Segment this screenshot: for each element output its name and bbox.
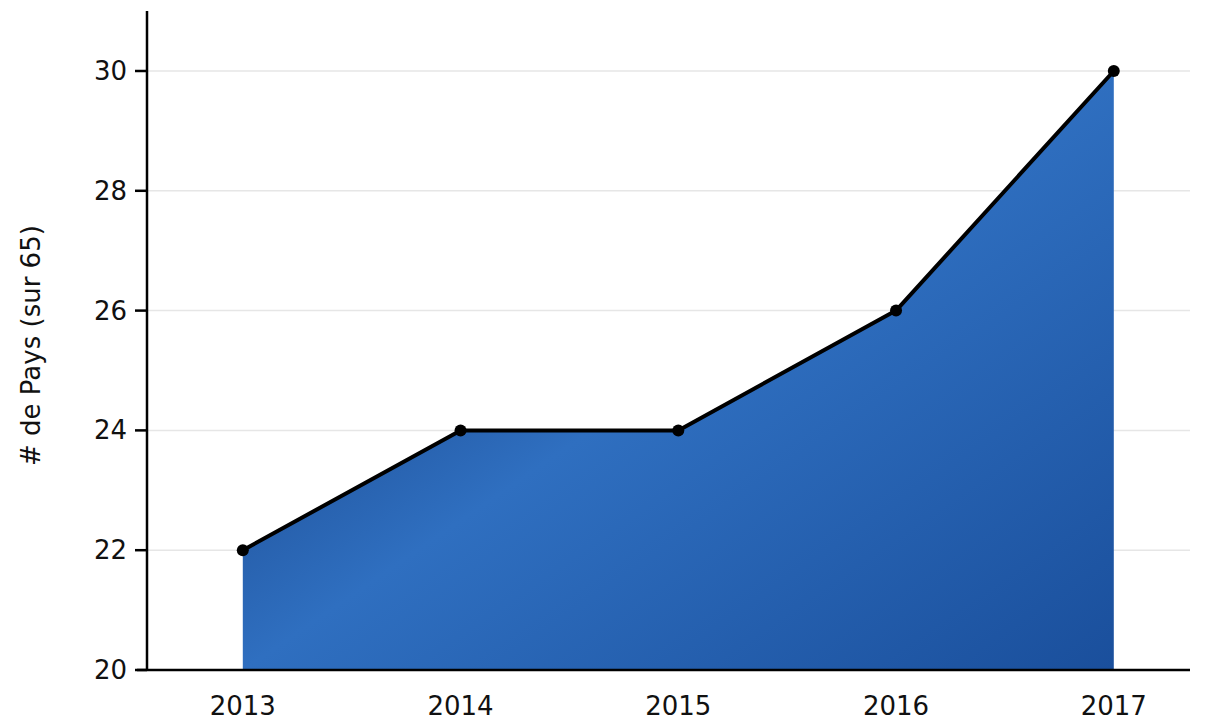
y-tick bbox=[135, 549, 147, 552]
y-tick-label: 28 bbox=[94, 176, 127, 206]
y-axis bbox=[146, 11, 149, 670]
y-tick bbox=[135, 669, 147, 672]
x-tick-label: 2015 bbox=[645, 691, 711, 721]
marker bbox=[237, 544, 249, 556]
y-tick-label: 30 bbox=[94, 56, 127, 86]
chart: 20 22 24 26 28 30 2013 2014 2015 2016 2017 # de Pay… bbox=[0, 0, 1218, 725]
x-tick-label: 2017 bbox=[1081, 691, 1147, 721]
y-tick bbox=[135, 429, 147, 432]
line bbox=[243, 71, 1114, 550]
grid-line bbox=[147, 70, 1190, 72]
x-tick-label: 2014 bbox=[427, 691, 493, 721]
area-fill bbox=[243, 71, 1114, 670]
x-tick-label: 2013 bbox=[210, 691, 276, 721]
y-tick bbox=[135, 190, 147, 193]
data-group bbox=[237, 65, 1120, 670]
y-tick bbox=[135, 309, 147, 312]
marker bbox=[890, 305, 902, 317]
marker bbox=[455, 424, 467, 436]
y-tick-label: 20 bbox=[94, 655, 127, 685]
marker bbox=[1108, 65, 1120, 77]
y-tick-label: 24 bbox=[94, 415, 127, 445]
y-tick-label: 22 bbox=[94, 535, 127, 565]
y-tick-label: 26 bbox=[94, 296, 127, 326]
y-tick bbox=[135, 70, 147, 73]
y-axis-label: # de Pays (sur 65) bbox=[16, 225, 46, 466]
marker bbox=[672, 424, 684, 436]
x-axis bbox=[137, 669, 1190, 672]
x-tick-label: 2016 bbox=[863, 691, 929, 721]
